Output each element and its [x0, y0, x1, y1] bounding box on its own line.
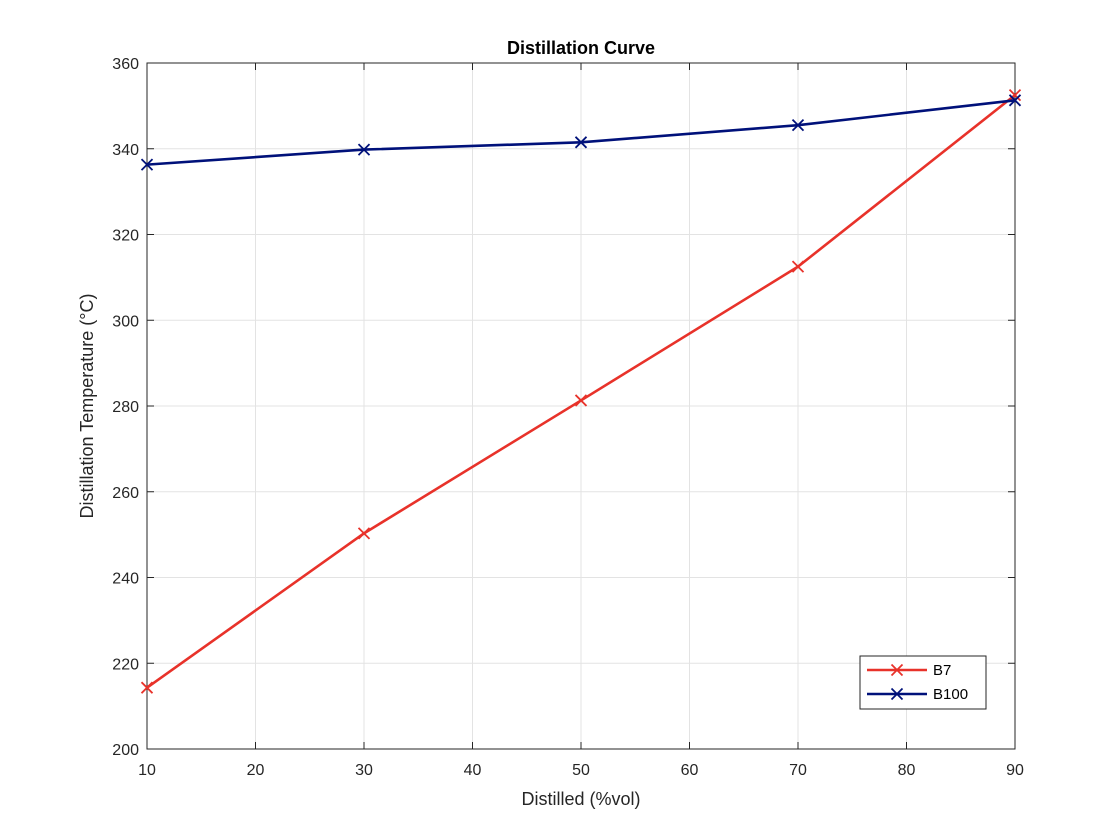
point-marker-b100-stroke — [140, 158, 154, 171]
grid — [146, 62, 1016, 750]
y-tick-label: 240 — [112, 571, 139, 588]
y-tick-label: 360 — [112, 56, 139, 73]
point-marker-b100-stroke — [574, 136, 588, 149]
data-point-b7 — [574, 394, 588, 407]
y-tick-label: 200 — [112, 742, 139, 759]
point-marker-b7-stroke — [1008, 89, 1022, 102]
data-point-b100 — [1008, 94, 1022, 107]
y-tick-label: 340 — [112, 142, 139, 159]
y-tick-label: 280 — [112, 399, 139, 416]
legend-marker-b100-stroke — [890, 687, 904, 701]
legend-marker-b7-stroke — [890, 663, 904, 677]
series-b100 — [140, 94, 1022, 171]
y-tick-label: 260 — [112, 485, 139, 502]
y-axis-label: Distillation Temperature (°C) — [77, 294, 97, 519]
x-axis-label: Distilled (%vol) — [521, 789, 640, 809]
y-tick-label: 320 — [112, 228, 139, 245]
legend: B7 B100 — [859, 655, 987, 710]
x-tick-label: 60 — [681, 762, 699, 779]
legend-entry-b100: B100 — [867, 686, 968, 703]
chart-title: Distillation Curve — [507, 38, 655, 58]
axes: 10 20 30 40 50 60 70 80 90 200 220 240 260 280 300 320 3… — [112, 56, 1024, 779]
x-tick-label: 50 — [572, 762, 590, 779]
x-tick-label: 10 — [138, 762, 156, 779]
data-point-b7 — [140, 681, 154, 694]
data-point-b100 — [357, 143, 371, 156]
point-marker-b100-stroke — [357, 143, 371, 156]
data-point-b7 — [1008, 89, 1022, 102]
data-point-b7 — [357, 527, 371, 540]
point-marker-b7-stroke — [574, 394, 588, 407]
point-marker-b7-stroke — [140, 681, 154, 694]
legend-entry-b7: B7 — [867, 662, 951, 679]
legend-label-b100: B100 — [933, 686, 968, 703]
x-tick-label: 70 — [789, 762, 807, 779]
x-tick-label: 90 — [1006, 762, 1024, 779]
legend-box — [859, 655, 987, 710]
data-point-b100 — [140, 158, 154, 171]
series-b7 — [140, 89, 1022, 694]
point-marker-b100-stroke — [791, 119, 805, 132]
series-layer — [140, 89, 1022, 694]
data-point-b7 — [791, 260, 805, 273]
point-marker-b100-stroke — [1008, 94, 1022, 107]
y-tick-label: 300 — [112, 313, 139, 330]
data-point-b100 — [574, 136, 588, 149]
point-marker-b7-stroke — [357, 527, 371, 540]
legend-label-b7: B7 — [933, 662, 951, 679]
y-tick-label: 220 — [112, 656, 139, 673]
x-tick-label: 80 — [898, 762, 916, 779]
point-marker-b7-stroke — [791, 260, 805, 273]
data-point-b100 — [791, 119, 805, 132]
x-tick-label: 20 — [247, 762, 265, 779]
x-tick-label: 40 — [464, 762, 482, 779]
x-tick-label: 30 — [355, 762, 373, 779]
